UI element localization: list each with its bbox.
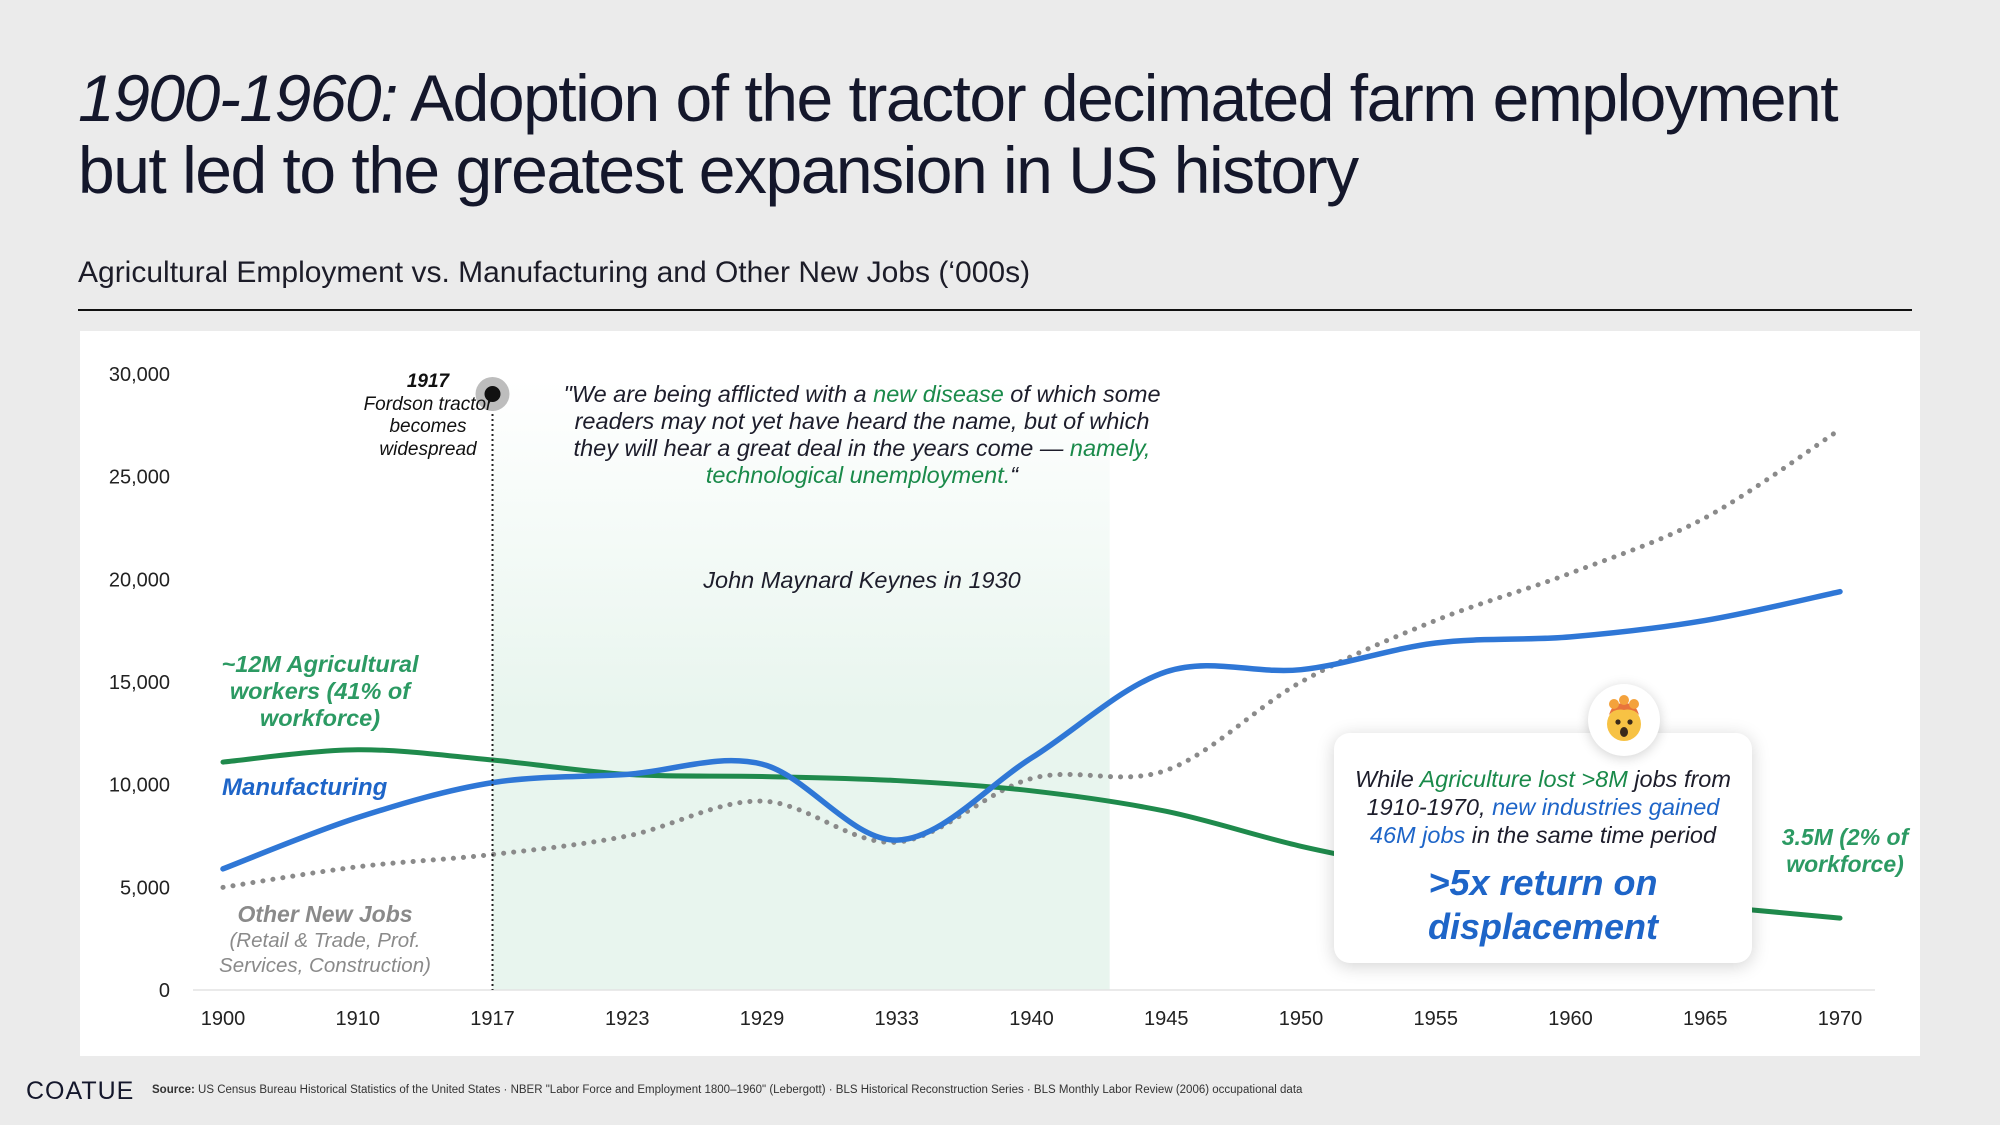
event-annotation: 1917 Fordson tractor becomes widespread	[360, 371, 496, 461]
y-tick-label: 10,000	[109, 775, 170, 797]
other-jobs-subtitle: (Retail & Trade, Prof. Services, Constru…	[219, 929, 431, 977]
y-tick-label: 30,000	[109, 364, 170, 386]
x-tick-label: 1945	[1144, 1008, 1189, 1030]
y-tick-label: 15,000	[109, 672, 170, 694]
x-tick-label: 1965	[1683, 1008, 1728, 1030]
x-tick-label: 1917	[470, 1008, 515, 1030]
x-tick-label: 1955	[1414, 1008, 1459, 1030]
chart-panel: 0 5,000 10,000 15,000 20,000 25,000 30,000 1900…	[80, 331, 1920, 1056]
y-tick-label: 20,000	[109, 569, 170, 591]
coatue-logo: COATUE	[26, 1077, 135, 1105]
x-tick-label: 1900	[201, 1008, 246, 1030]
callout-headline: >5x return on displacement	[1427, 862, 1659, 947]
callout-agriculture: Agriculture lost >8M	[1419, 766, 1628, 792]
quote-highlight-2: namely, technological unemployment.	[705, 435, 1151, 488]
quote-part-5: “	[1010, 462, 1019, 488]
title-text: Adoption of the tractor decimated farm e…	[78, 61, 1839, 207]
callout-part-1: While	[1355, 766, 1420, 792]
manufacturing-label: Manufacturing	[222, 774, 388, 801]
x-tick-label: 1910	[336, 1008, 381, 1030]
event-year: 1917	[406, 371, 450, 392]
chart-subtitle: Agricultural Employment vs. Manufacturin…	[78, 256, 1031, 289]
y-tick-label: 0	[159, 980, 170, 1002]
keynes-quote: "We are being afflicted with a new disea…	[552, 381, 1172, 489]
title-year: 1900-1960:	[78, 61, 398, 135]
exploding-head-icon-graphic	[1607, 695, 1641, 741]
x-tick-label: 1923	[605, 1008, 650, 1030]
callout-text: While Agriculture lost >8M jobs from 191…	[1352, 765, 1734, 849]
other-jobs-title: Other New Jobs	[237, 901, 413, 927]
agriculture-end-label: 3.5M (2% of workforce)	[1781, 824, 1909, 877]
event-text: Fordson tractor becomes widespread	[363, 393, 493, 460]
x-tick-label: 1940	[1009, 1008, 1054, 1030]
x-tick-label: 1933	[875, 1008, 920, 1030]
source-text: US Census Bureau Historical Statistics o…	[194, 1084, 1303, 1096]
x-tick-label: 1950	[1279, 1008, 1324, 1030]
x-tick-label: 1970	[1818, 1008, 1863, 1030]
x-tick-label: 1960	[1548, 1008, 1593, 1030]
x-tick-label: 1929	[740, 1008, 785, 1030]
manufacturing-series-line	[220, 588, 1843, 872]
page-title: 1900-1960: Adoption of the tractor decim…	[78, 62, 1938, 206]
exploding-head-icon	[1588, 684, 1660, 756]
quote-highlight-1: new disease	[873, 381, 1004, 407]
displacement-callout: While Agriculture lost >8M jobs from 191…	[1334, 733, 1752, 963]
source-label: Source:	[152, 1084, 195, 1096]
event-marker-dot	[484, 386, 501, 402]
agriculture-start-label: ~12M Agricultural workers (41% of workfo…	[221, 651, 419, 731]
highlight-band-1917-1944	[492, 379, 1110, 990]
callout-part-3: jobs from 1910-1970,	[1366, 766, 1731, 820]
quote-part-3: of which some readers may not yet have h…	[573, 381, 1161, 461]
callout-part-5: in the same time period	[1465, 822, 1717, 848]
quote-author: John Maynard Keynes in 1930	[703, 567, 1021, 593]
title-divider	[78, 309, 1912, 311]
y-tick-label: 25,000	[109, 467, 170, 489]
y-tick-label: 5,000	[120, 877, 170, 899]
line-chart: 0 5,000 10,000 15,000 20,000 25,000 30,000 1900…	[109, 364, 1875, 1030]
source-note: Source: US Census Bureau Historical Stat…	[152, 1084, 1302, 1096]
callout-new-industries: new industries gained 46M jobs	[1369, 794, 1720, 848]
other-jobs-label: Other New Jobs (Retail & Trade, Prof. Se…	[200, 901, 450, 978]
quote-part-1: "We are being afflicted with a	[563, 381, 874, 407]
